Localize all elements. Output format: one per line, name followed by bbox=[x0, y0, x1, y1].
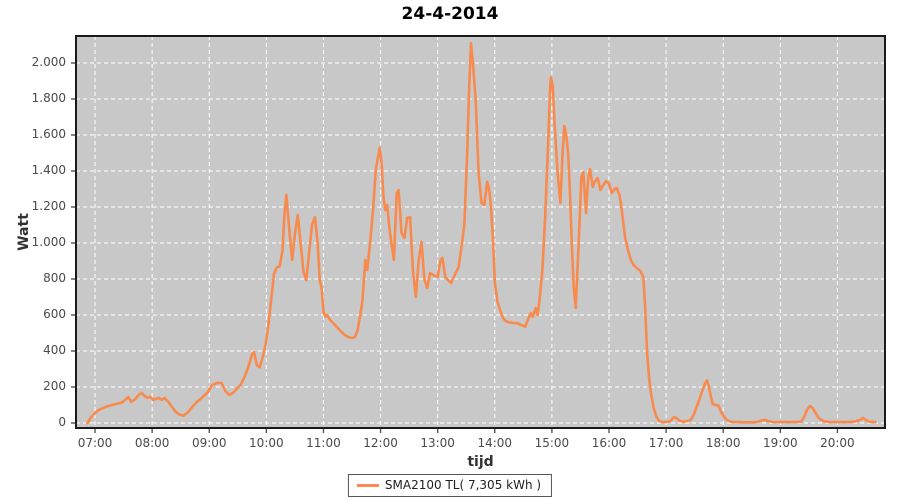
y-tick-label: 0 bbox=[58, 415, 66, 429]
y-tick-label: 1.200 bbox=[31, 199, 66, 213]
y-tick-label: 1.000 bbox=[31, 235, 66, 249]
y-tick-label: 2.000 bbox=[31, 55, 66, 69]
x-tick-label: 08:00 bbox=[134, 436, 170, 450]
x-tick-label: 18:00 bbox=[705, 436, 741, 450]
x-tick-label: 15:00 bbox=[534, 436, 570, 450]
x-axis-title-wrap: tijd bbox=[76, 451, 885, 470]
x-tick-label: 12:00 bbox=[363, 436, 398, 450]
chart-title: 24-4-2014 bbox=[401, 4, 499, 24]
y-tick-label: 1.600 bbox=[31, 127, 66, 141]
x-tick-label: 16:00 bbox=[591, 436, 627, 450]
y-tick-label: 1.800 bbox=[31, 91, 66, 105]
y-tick-label: 400 bbox=[43, 343, 66, 357]
x-axis-title: tijd bbox=[467, 454, 494, 470]
x-tick-label: 19:00 bbox=[763, 436, 798, 450]
y-tick-label: 200 bbox=[43, 379, 66, 393]
x-tick-label: 17:00 bbox=[648, 436, 684, 450]
x-tick-label: 07:00 bbox=[77, 436, 113, 450]
x-tick-label: 13:00 bbox=[420, 436, 455, 450]
x-tick-label: 10:00 bbox=[249, 436, 284, 450]
y-tick-label: 800 bbox=[43, 271, 66, 285]
legend: SMA2100 TL( 7,305 kWh ) bbox=[347, 474, 553, 497]
x-tick-label: 11:00 bbox=[306, 436, 341, 450]
x-tick-label: 20:00 bbox=[820, 436, 855, 450]
y-tick-label: 1.400 bbox=[31, 163, 66, 177]
x-tick-label: 14:00 bbox=[477, 436, 513, 450]
x-tick-label: 09:00 bbox=[191, 436, 227, 450]
legend-line-swatch bbox=[356, 483, 379, 487]
y-tick-label: 600 bbox=[43, 307, 66, 321]
legend-series-label: SMA2100 TL( 7,305 kWh ) bbox=[384, 478, 542, 492]
